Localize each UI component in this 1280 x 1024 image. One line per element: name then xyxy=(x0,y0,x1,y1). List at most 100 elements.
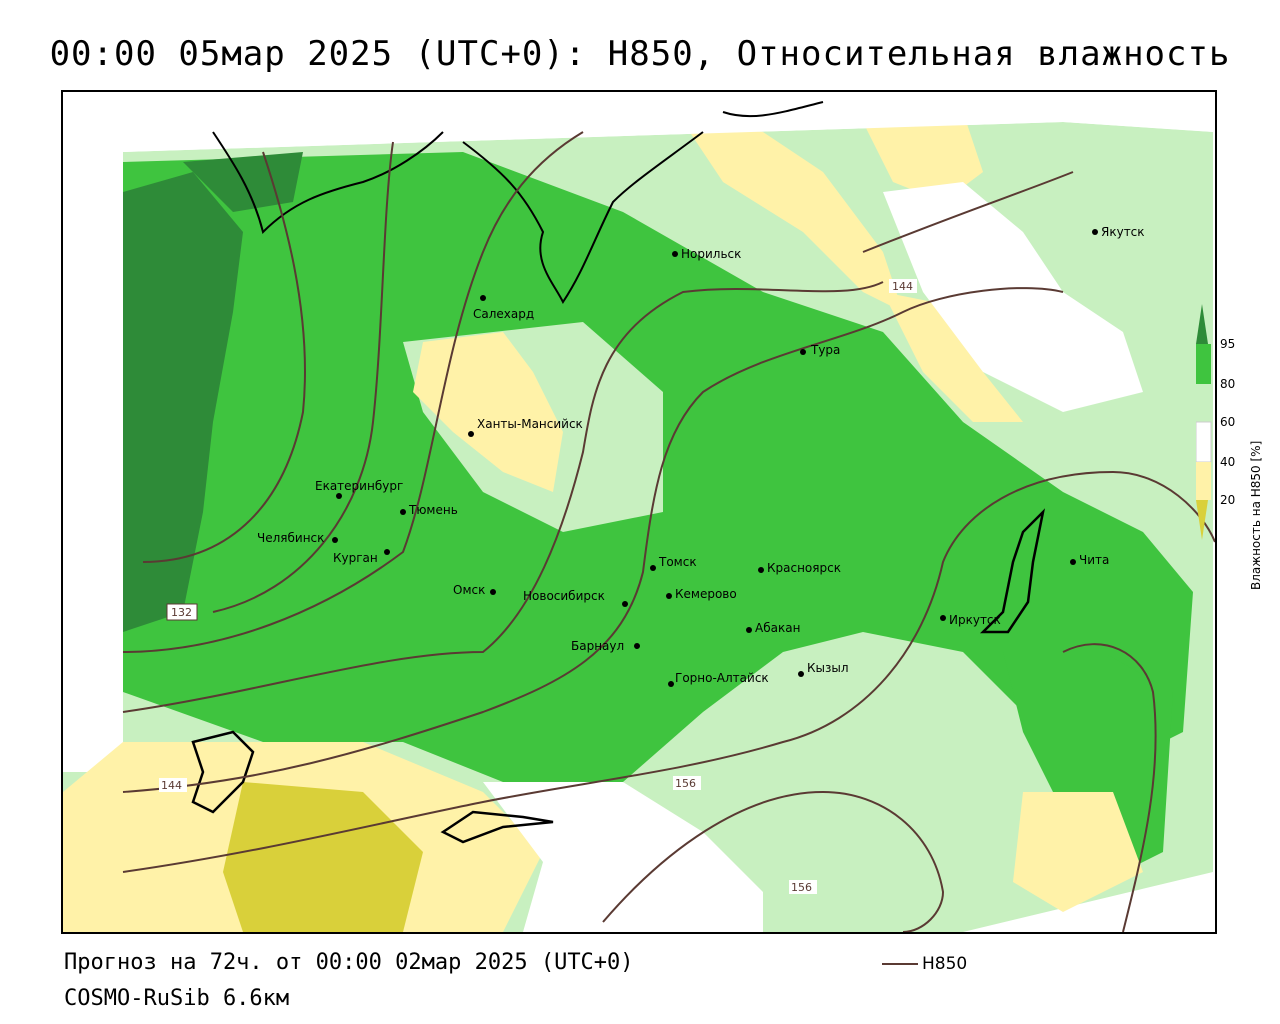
city-khanty-mansiysk[interactable]: Ханты-Мансийск xyxy=(468,417,583,437)
legend-title: Влажность на H850 [%] xyxy=(1249,441,1263,590)
legend-label-95: 95 xyxy=(1220,337,1235,351)
city-novosibirsk[interactable]: Новосибирск xyxy=(523,589,628,607)
forecast-info: Прогноз на 72ч. от 00:00 02мар 2025 (UTC… xyxy=(64,950,634,975)
city-kurgan[interactable]: Курган xyxy=(333,549,390,565)
city-marker-icon xyxy=(1070,559,1076,565)
city-norilsk[interactable]: Норильск xyxy=(672,247,741,261)
humidity-95-area xyxy=(123,172,243,632)
city-marker-icon xyxy=(940,615,946,621)
humidity-80-area-east xyxy=(1003,652,1173,882)
svg-text:156: 156 xyxy=(791,881,812,894)
aral-sea xyxy=(191,730,255,814)
contour-line-legend: H850 xyxy=(882,954,967,974)
legend-label-80: 80 xyxy=(1220,377,1235,391)
city-marker-icon xyxy=(332,537,338,543)
city-marker-icon xyxy=(666,593,672,599)
city-marker-icon xyxy=(480,295,486,301)
svg-text:Красноярск: Красноярск xyxy=(767,561,841,575)
map-panel[interactable]: 144 132 144 156 156 Якутск Норильск xyxy=(61,90,1217,934)
coastline xyxy=(212,101,824,304)
svg-text:Якутск: Якутск xyxy=(1101,225,1145,239)
svg-text:156: 156 xyxy=(675,777,696,790)
humidity-20-area-west xyxy=(413,332,563,492)
legend-swatch-95 xyxy=(1196,344,1211,384)
city-marker-icon xyxy=(798,671,804,677)
humidity-20-area-tura xyxy=(883,292,1023,422)
legend-swatch-80 xyxy=(1196,384,1211,422)
humidity-legend: 95 80 60 40 20 Влажность на H850 [%] xyxy=(1195,300,1276,600)
legend-swatch-60 xyxy=(1195,421,1212,463)
lake-baikal xyxy=(979,508,1046,634)
city-krasnoyarsk[interactable]: Красноярск xyxy=(758,561,841,575)
map-title: 00:00 05мар 2025 (UTC+0): H850, Относите… xyxy=(49,34,1231,74)
svg-text:Ханты-Мансийск: Ханты-Мансийск xyxy=(477,417,583,431)
city-marker-icon xyxy=(1092,229,1098,235)
svg-text:Тура: Тура xyxy=(810,343,840,357)
contour-label-144-north: 144 xyxy=(889,279,917,293)
city-ekaterinburg[interactable]: Екатеринбург xyxy=(315,479,403,499)
city-abakan[interactable]: Абакан xyxy=(746,621,800,635)
legend-label-20: 20 xyxy=(1220,493,1235,507)
city-marker-icon xyxy=(746,627,752,633)
contour-label-132: 132 xyxy=(166,603,198,621)
line-legend-label: H850 xyxy=(922,954,968,974)
lake-balkhash xyxy=(440,810,554,844)
legend-swatch-40 xyxy=(1196,462,1211,500)
city-chita[interactable]: Чита xyxy=(1070,553,1109,567)
city-marker-icon xyxy=(490,589,496,595)
city-irkutsk[interactable]: Иркутск xyxy=(940,613,1001,627)
line-swatch-icon xyxy=(882,963,918,965)
city-gorno-altaysk[interactable]: Горно-Алтайск xyxy=(668,671,769,687)
city-marker-icon xyxy=(384,549,390,555)
city-kyzyl[interactable]: Кызыл xyxy=(798,661,849,677)
svg-text:Салехард: Салехард xyxy=(473,307,534,321)
city-tura[interactable]: Тура xyxy=(800,343,840,357)
svg-text:Кызыл: Кызыл xyxy=(807,661,849,675)
city-barnaul[interactable]: Барнаул xyxy=(571,639,640,653)
humidity-40-area-east xyxy=(883,182,1143,412)
city-kemerovo[interactable]: Кемерово xyxy=(666,587,737,601)
svg-text:Абакан: Абакан xyxy=(755,621,800,635)
svg-text:Тюмень: Тюмень xyxy=(408,503,458,517)
humidity-40-area-south xyxy=(483,782,763,932)
humidity-20-area-se xyxy=(1013,792,1143,912)
city-marker-icon xyxy=(800,349,806,355)
city-marker-icon xyxy=(650,565,656,571)
city-marker-icon xyxy=(622,601,628,607)
contour-label-156: 156 xyxy=(673,776,701,790)
svg-text:Барнаул: Барнаул xyxy=(571,639,624,653)
contour-label-156-se: 156 xyxy=(789,880,817,894)
city-tyumen[interactable]: Тюмень xyxy=(400,503,458,517)
contour-label-144-south: 144 xyxy=(159,778,187,792)
svg-text:Екатеринбург: Екатеринбург xyxy=(315,479,403,493)
model-name: COSMO-RuSib 6.6км xyxy=(64,986,290,1011)
legend-label-60: 60 xyxy=(1220,415,1235,429)
city-marker-icon xyxy=(400,509,406,515)
legend-arrow-top-icon xyxy=(1196,304,1208,344)
city-chelyabinsk[interactable]: Челябинск xyxy=(257,531,338,545)
city-marker-icon xyxy=(336,493,342,499)
svg-text:Челябинск: Челябинск xyxy=(257,531,324,545)
city-omsk[interactable]: Омск xyxy=(453,583,496,597)
humidity-0-area-south xyxy=(223,782,423,932)
city-marker-icon xyxy=(668,681,674,687)
svg-text:Томск: Томск xyxy=(658,555,697,569)
city-tomsk[interactable]: Томск xyxy=(650,555,697,571)
city-marker-icon xyxy=(672,251,678,257)
humidity-map: 144 132 144 156 156 Якутск Норильск xyxy=(63,92,1215,932)
svg-text:Иркутск: Иркутск xyxy=(949,613,1001,627)
svg-text:Горно-Алтайск: Горно-Алтайск xyxy=(675,671,769,685)
city-yakutsk[interactable]: Якутск xyxy=(1092,225,1145,239)
svg-text:Омск: Омск xyxy=(453,583,485,597)
svg-text:144: 144 xyxy=(892,280,913,293)
city-salekhard[interactable]: Салехард xyxy=(473,295,534,321)
svg-text:Курган: Курган xyxy=(333,551,378,565)
svg-text:132: 132 xyxy=(171,606,192,619)
legend-label-40: 40 xyxy=(1220,455,1235,469)
humidity-20-area-ne xyxy=(863,112,983,202)
svg-text:Кемерово: Кемерово xyxy=(675,587,737,601)
h850-contours xyxy=(122,131,1215,932)
legend-arrow-bottom-icon xyxy=(1196,500,1208,540)
humidity-60-area-se xyxy=(703,692,1023,912)
humidity-20-area-north xyxy=(683,122,903,312)
